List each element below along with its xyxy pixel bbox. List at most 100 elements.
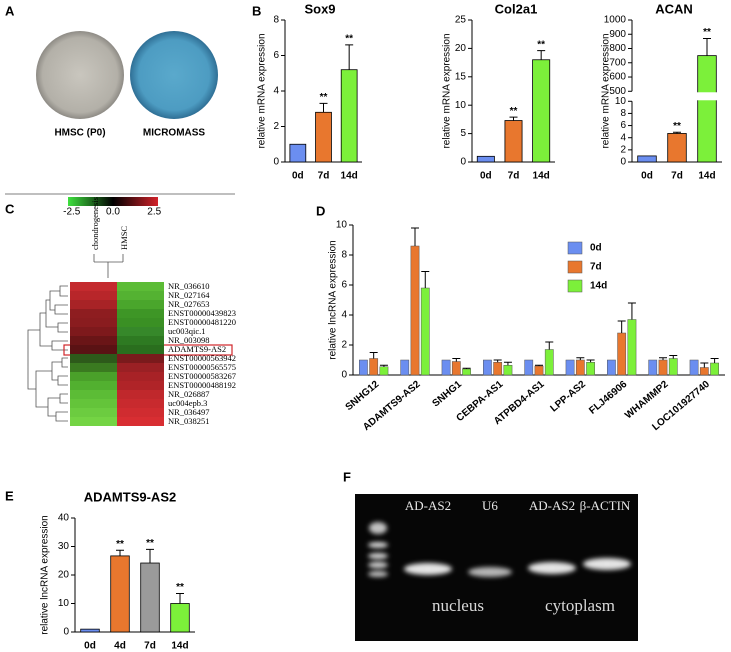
x-tick-label: 7d <box>318 171 330 182</box>
bar <box>699 367 709 376</box>
heatmap-cell <box>117 354 164 363</box>
bar <box>110 555 130 633</box>
bar <box>524 359 534 376</box>
significance: ** <box>703 27 711 38</box>
bar <box>648 359 658 376</box>
row-label: NR_036610 <box>168 281 210 291</box>
bar <box>441 359 451 376</box>
panel-label: E <box>5 488 14 503</box>
y-tick-label: 20 <box>58 570 70 581</box>
y-tick-label: 10 <box>336 220 348 231</box>
heatmap-cell <box>117 381 164 390</box>
scale-tick-label: 2.5 <box>147 207 161 218</box>
dendrogram <box>27 254 124 422</box>
heatmap-cell <box>117 309 164 318</box>
error-bar <box>576 357 585 360</box>
panel-label: A <box>5 3 15 18</box>
heatmap-cell <box>117 417 164 426</box>
x-tick-label: 7d <box>671 171 683 182</box>
significance: ** <box>673 121 681 132</box>
heatmap-cell <box>70 417 117 426</box>
y-tick-label: 2 <box>620 144 626 155</box>
y-tick-label: 6 <box>341 280 347 291</box>
significance: ** <box>146 538 154 549</box>
bar <box>503 365 513 376</box>
lane-label: U6 <box>482 498 498 513</box>
row-label: ENST00000439823 <box>168 308 236 318</box>
y-tick-label: 40 <box>58 513 70 524</box>
bar <box>534 365 544 376</box>
x-tick-label: FLJ46906 <box>587 379 629 417</box>
error-bar <box>116 549 124 556</box>
heatmap-cell <box>117 282 164 291</box>
x-tick-label: 14d <box>341 171 358 182</box>
heatmap-cell <box>117 363 164 372</box>
bar <box>170 603 190 633</box>
heatmap-cell <box>70 345 117 354</box>
error-bar <box>535 364 543 366</box>
y-tick-label: 4 <box>273 86 279 97</box>
x-tick-label: LPP-AS2 <box>549 379 589 415</box>
bar <box>410 245 420 376</box>
panel-label: C <box>5 201 15 216</box>
error-bar <box>586 359 595 363</box>
error-bar <box>345 44 354 70</box>
bar <box>140 562 160 633</box>
row-label: NR_027164 <box>168 290 210 300</box>
row-label: uc004epb.3 <box>168 398 207 408</box>
error-bar <box>176 593 184 604</box>
error-bar <box>452 358 461 362</box>
bar <box>420 287 430 376</box>
scale-tick-label: 0.0 <box>106 207 120 218</box>
lane-label: AD-AS2 <box>405 498 451 513</box>
bar <box>462 368 471 376</box>
bar <box>476 155 495 163</box>
axis-break <box>695 92 719 101</box>
row-label: uc003qic.1 <box>168 326 206 336</box>
y-axis-label: relative mRNA expression <box>442 33 453 148</box>
legend-swatch <box>567 279 583 293</box>
bar <box>617 332 627 376</box>
y-tick-label: 10 <box>455 100 467 111</box>
error-bar <box>545 341 554 350</box>
error-bar <box>703 38 711 56</box>
error-bar <box>617 320 626 333</box>
panel-label: B <box>252 3 261 18</box>
bar <box>544 349 554 376</box>
x-tick-label: SNHG12 <box>344 379 382 413</box>
row-label: NR_036497 <box>168 407 210 417</box>
bar <box>315 111 332 163</box>
chart-title: ACAN <box>655 1 693 16</box>
y-tick-label: 15 <box>455 71 467 82</box>
bar <box>369 358 379 376</box>
x-tick-label: 7d <box>508 171 520 182</box>
significance: ** <box>537 39 545 50</box>
fraction-label: cytoplasm <box>545 596 615 615</box>
y-tick-label: 500 <box>609 86 626 97</box>
color-scale <box>68 197 158 206</box>
column-label: chondrogenesis <box>90 197 100 250</box>
bar <box>483 359 492 376</box>
bar <box>586 362 595 376</box>
row-label: NR_003098 <box>168 335 210 345</box>
bar <box>658 359 668 376</box>
bar <box>627 319 637 376</box>
heatmap-cell <box>70 282 117 291</box>
legend-label: 14d <box>590 281 607 292</box>
fraction-label: nucleus <box>432 596 484 615</box>
bar <box>504 120 523 163</box>
y-tick-label: 6 <box>620 120 626 131</box>
bar <box>340 69 358 163</box>
chart-title: Col2a1 <box>495 1 538 16</box>
y-tick-label: 0 <box>341 370 347 381</box>
bar <box>575 359 585 376</box>
y-tick-label: 10 <box>58 598 70 609</box>
error-bar <box>673 131 681 134</box>
significance: ** <box>320 92 328 103</box>
heatmap-cell <box>70 408 117 417</box>
y-tick-label: 20 <box>455 43 467 54</box>
y-tick-label: 0 <box>63 627 69 638</box>
error-bar <box>627 302 636 320</box>
bar <box>289 143 307 163</box>
bar <box>451 361 461 376</box>
